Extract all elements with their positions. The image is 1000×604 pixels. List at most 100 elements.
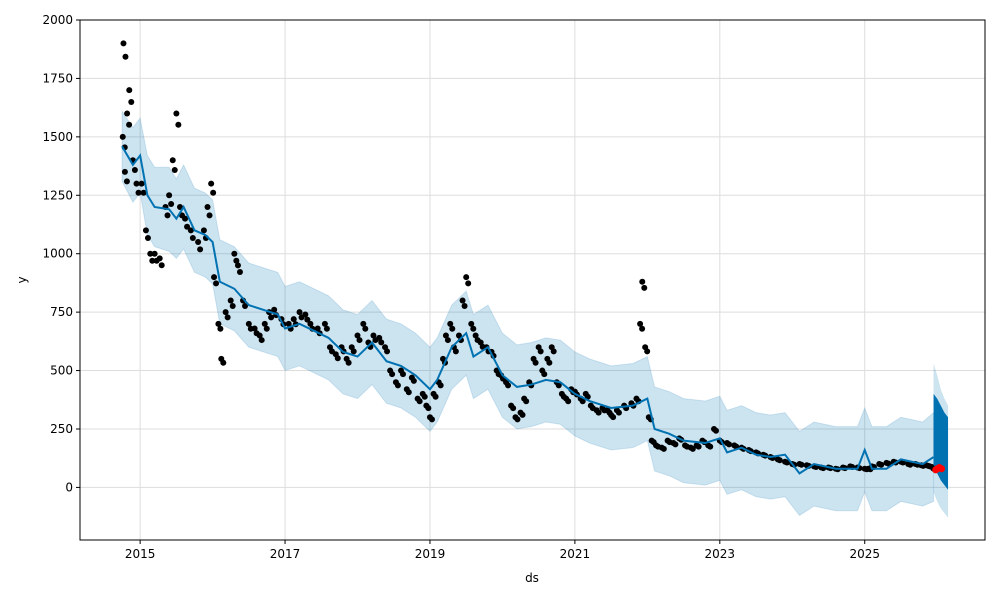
x-tick-label: 2017 — [270, 547, 301, 561]
actual-point — [144, 235, 151, 242]
actual-point — [302, 311, 309, 318]
forecast-line — [121, 145, 935, 475]
actual-point — [615, 409, 622, 416]
actual-point — [138, 180, 145, 187]
x-tick-label: 2019 — [415, 547, 446, 561]
actual-point — [776, 457, 783, 464]
actual-point — [356, 337, 363, 344]
actual-point — [595, 409, 602, 416]
y-tick-label: 0 — [65, 480, 73, 494]
actual-point — [173, 110, 180, 117]
actual-point — [447, 320, 454, 327]
actual-point — [784, 459, 791, 466]
actual-point — [514, 416, 521, 423]
actual-point — [210, 189, 217, 196]
actual-point — [156, 255, 163, 262]
actual-point — [695, 443, 702, 450]
y-tick-label: 2000 — [42, 13, 73, 27]
uncertainty-band — [121, 109, 935, 517]
actual-point — [689, 445, 696, 452]
actual-point — [128, 99, 135, 106]
actual-point — [261, 320, 268, 327]
actual-point — [523, 398, 530, 405]
actual-point — [256, 332, 263, 339]
actual-point — [164, 212, 171, 219]
actual-point — [541, 371, 548, 378]
actual-point — [215, 320, 222, 327]
actual-point — [151, 250, 158, 257]
actual-point — [437, 382, 444, 389]
actual-point — [166, 192, 173, 199]
x-axis-label: ds — [525, 571, 539, 585]
actual-point — [472, 332, 479, 339]
actual-point — [296, 309, 303, 316]
actual-point — [171, 167, 178, 174]
x-tick-label: 2023 — [705, 547, 736, 561]
actual-point — [126, 87, 133, 94]
actual-point — [345, 359, 352, 366]
actual-point — [195, 239, 202, 246]
y-tick-label: 1500 — [42, 130, 73, 144]
actual-point — [263, 325, 270, 332]
actual-point — [354, 332, 361, 339]
actual-point — [444, 337, 451, 344]
actual-point — [425, 405, 432, 412]
actual-point — [579, 398, 586, 405]
actual-point — [217, 325, 224, 332]
actual-point — [505, 382, 512, 389]
actual-point — [245, 320, 252, 327]
actual-point — [169, 157, 176, 164]
actual-point — [885, 460, 892, 467]
actual-point — [175, 121, 182, 128]
actual-point — [465, 280, 472, 287]
actual-point — [285, 320, 292, 327]
actual-point — [233, 257, 240, 264]
actual-point — [878, 461, 885, 468]
yhat-line — [121, 145, 935, 475]
actual-point — [197, 246, 204, 253]
actual-point — [120, 40, 127, 47]
actual-point — [119, 133, 126, 140]
future-actual-point — [938, 465, 946, 473]
actual-point — [211, 274, 218, 281]
uncertainty-band-area — [121, 109, 935, 517]
actual-point — [713, 427, 720, 434]
actual-point — [189, 235, 196, 242]
actual-point — [707, 443, 714, 450]
actual-point — [470, 325, 477, 332]
actual-point — [565, 398, 572, 405]
actual-point — [271, 306, 278, 313]
actual-point — [555, 382, 562, 389]
actual-point — [231, 250, 238, 257]
actual-point — [610, 414, 617, 421]
actual-point — [213, 280, 220, 287]
actual-point — [370, 332, 377, 339]
actual-point — [550, 348, 557, 355]
actual-point — [399, 371, 406, 378]
plot-frame — [79, 19, 986, 541]
actual-point — [452, 348, 459, 355]
actual-point — [122, 53, 129, 60]
actual-point — [510, 405, 517, 412]
actual-point — [220, 359, 227, 366]
actual-point — [229, 303, 236, 310]
actual-point — [314, 325, 321, 332]
actual-point — [206, 212, 213, 219]
actual-point — [376, 334, 383, 341]
actual-point — [432, 393, 439, 400]
y-tick-label: 1750 — [42, 71, 73, 85]
actual-point — [131, 167, 138, 174]
actual-point — [660, 445, 667, 452]
x-tick-label: 2021 — [560, 547, 591, 561]
y-tick-label: 1250 — [42, 188, 73, 202]
y-axis-label: y — [15, 276, 29, 283]
actual-point — [449, 325, 456, 332]
actual-point — [442, 332, 449, 339]
actual-point — [672, 441, 679, 448]
actual-point — [158, 262, 165, 269]
actual-point — [637, 320, 644, 327]
actual-point — [251, 325, 258, 332]
actual-point — [268, 314, 275, 321]
actual-point — [140, 189, 147, 196]
actual-point — [242, 303, 249, 310]
